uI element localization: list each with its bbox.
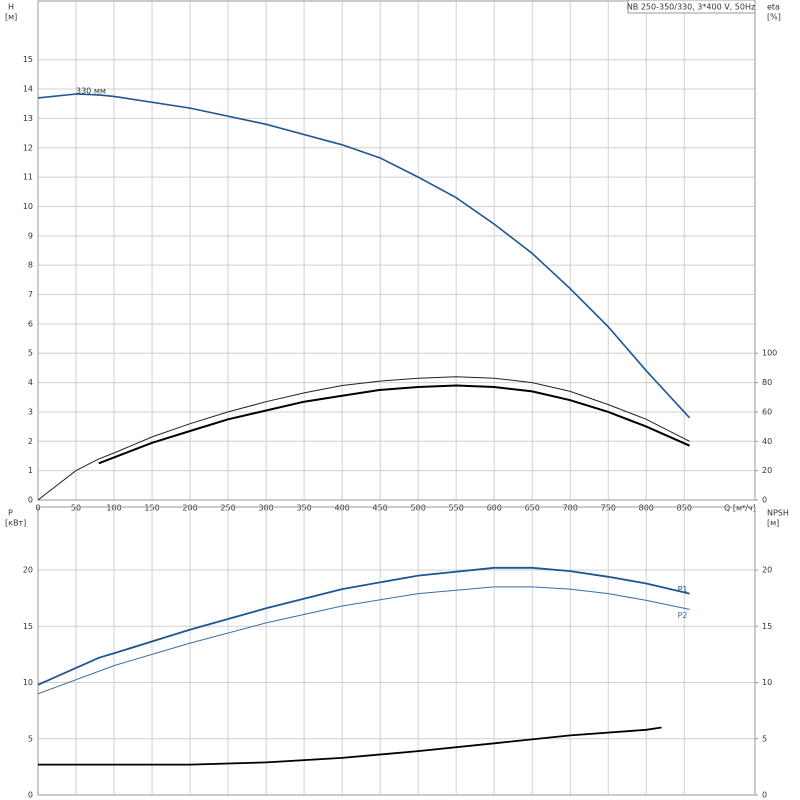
y2-tick-label: 5 [762, 734, 767, 743]
y-tick-label: 11 [23, 173, 33, 182]
y-tick-label: 5 [28, 734, 33, 743]
curve [98, 384, 691, 465]
chart-title: NB 250-350/330, 3*400 V, 50Hz [627, 3, 755, 12]
y2-tick-label: 20 [762, 566, 772, 575]
curve [37, 566, 690, 686]
y-axis-label: H [8, 3, 14, 12]
plot-frame [37, 0, 756, 501]
y-tick-label: 20 [23, 566, 33, 575]
y2-tick-label: 60 [762, 407, 772, 416]
y-axis-unit: [кВт] [5, 519, 26, 528]
y-tick-label: 3 [28, 407, 33, 416]
y-tick-label: 15 [23, 55, 33, 64]
y2-tick-label: 0 [762, 791, 767, 800]
curve [37, 376, 690, 501]
x-axis-label: Q [м³/ч] [724, 504, 756, 513]
y2-tick-label: 100 [762, 349, 777, 358]
y-tick-label: 0 [28, 791, 33, 800]
curve [38, 726, 662, 766]
y-tick-label: 5 [28, 349, 33, 358]
y-tick-label: 10 [23, 678, 33, 687]
y-tick-label: 4 [28, 378, 33, 387]
y-tick-label: 8 [28, 261, 33, 270]
y2-tick-label: 10 [762, 678, 772, 687]
y-tick-label: 10 [23, 202, 33, 211]
plot-frame [37, 506, 756, 796]
y-tick-label: 13 [23, 114, 33, 123]
y-tick-label: 1 [28, 466, 33, 475]
y-axis-unit: [м] [5, 13, 17, 22]
y2-axis-label: NPSH [767, 509, 789, 518]
y-tick-label: 2 [28, 437, 33, 446]
y2-tick-label: 80 [762, 378, 772, 387]
curve-label: 330 мм [76, 86, 106, 95]
curve [37, 93, 691, 419]
y2-tick-label: 0 [762, 496, 767, 505]
y2-axis-unit: [%] [767, 13, 781, 22]
y2-tick-label: 40 [762, 437, 772, 446]
y-axis-label: P [8, 509, 13, 518]
y-tick-label: 14 [23, 85, 33, 94]
curve [37, 586, 690, 695]
y2-tick-label: 15 [762, 622, 772, 631]
title-box [627, 0, 756, 14]
curve-label: P1 [678, 585, 688, 594]
y-tick-label: 7 [28, 290, 33, 299]
y2-axis-label: eta [767, 3, 780, 12]
curve-label: P2 [678, 611, 688, 620]
y2-axis-unit: [м] [767, 519, 779, 528]
y-tick-label: 9 [28, 231, 33, 240]
y-tick-label: 6 [28, 319, 33, 328]
y-tick-label: 15 [23, 622, 33, 631]
y-tick-label: 12 [23, 143, 33, 152]
y-tick-label: 0 [28, 496, 33, 505]
y2-tick-label: 20 [762, 466, 772, 475]
